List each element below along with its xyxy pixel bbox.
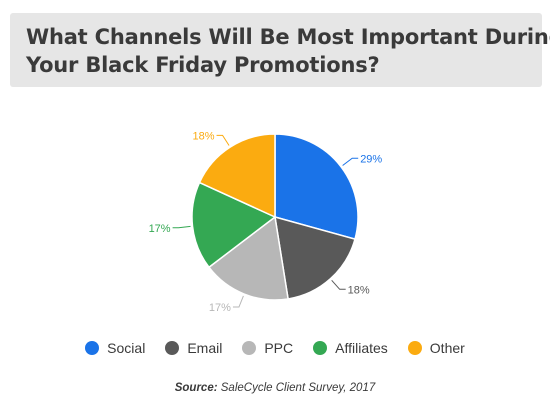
legend-swatch-social: [85, 341, 100, 355]
legend-swatch-other: [407, 341, 422, 355]
pie-slice-email: [274, 215, 356, 300]
leader-line-affiliates: [172, 225, 191, 229]
chart-title-line-1: What Channels Will Be Most Important Dur…: [26, 25, 550, 49]
legend-label-ppc: PPC: [264, 340, 294, 356]
pie-chart: 29% 18% 17% 17% 18%: [149, 130, 383, 314]
pie-slice-social: [274, 133, 359, 241]
legend-label-affiliates: Affiliates: [335, 340, 388, 356]
chart-title-line-2: Your Black Friday Promotions?: [26, 53, 380, 77]
legend: Social Email PPC Affiliates Other: [0, 340, 550, 356]
source-label: Source:: [174, 382, 218, 394]
source-note: Source: SaleCycle Client Survey, 2017: [0, 382, 550, 394]
source-text: SaleCycle Client Survey, 2017: [220, 382, 376, 394]
pie-slice-affiliates: [191, 181, 277, 269]
legend-swatch-ppc: [242, 341, 257, 355]
data-label-ppc: 17%: [209, 302, 231, 314]
leader-line-ppc: [232, 295, 244, 308]
leader-line-social: [342, 157, 359, 166]
pie-slice-other: [198, 133, 276, 219]
legend-swatch-affiliates: [313, 341, 328, 355]
legend-label-email: Email: [187, 340, 223, 356]
data-label-email: 18%: [348, 284, 370, 296]
legend-label-social: Social: [107, 340, 146, 356]
pie-slice-ppc: [207, 215, 289, 301]
data-label-affiliates: 17%: [149, 223, 171, 235]
legend-swatch-email: [165, 341, 180, 355]
legend-item-ppc: PPC: [242, 340, 293, 356]
legend-item-social: Social: [85, 340, 145, 356]
legend-item-other: Other: [407, 340, 465, 356]
legend-label-other: Other: [429, 340, 465, 356]
data-label-social: 29%: [360, 153, 382, 165]
data-label-other: 18%: [193, 130, 215, 142]
leader-line-other: [216, 134, 230, 146]
legend-item-email: Email: [165, 340, 222, 356]
title-box: What Channels Will Be Most Important Dur…: [10, 13, 550, 87]
legend-item-affiliates: Affiliates: [313, 340, 388, 356]
leader-line-email: [331, 280, 346, 290]
